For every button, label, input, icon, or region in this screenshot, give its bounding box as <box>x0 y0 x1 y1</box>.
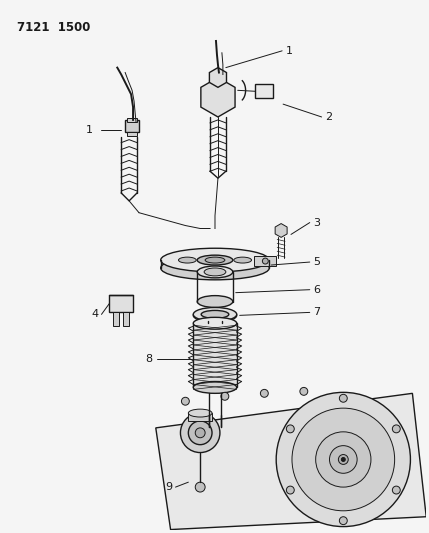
Circle shape <box>276 392 411 527</box>
Text: 7: 7 <box>313 308 320 317</box>
Text: 9: 9 <box>165 482 172 492</box>
Bar <box>254 256 276 266</box>
Text: 1: 1 <box>286 46 293 56</box>
Text: 4: 4 <box>91 309 98 319</box>
Circle shape <box>221 392 229 400</box>
Ellipse shape <box>193 382 237 393</box>
Circle shape <box>181 397 189 405</box>
Text: 2: 2 <box>325 112 332 122</box>
Circle shape <box>181 413 220 453</box>
Polygon shape <box>201 77 235 117</box>
Bar <box>193 323 237 387</box>
Polygon shape <box>275 223 287 237</box>
Bar <box>125 120 139 132</box>
Text: 6: 6 <box>313 285 320 295</box>
Circle shape <box>393 425 400 433</box>
Circle shape <box>195 428 205 438</box>
Circle shape <box>393 486 400 494</box>
Circle shape <box>292 408 395 511</box>
Polygon shape <box>209 68 227 87</box>
Circle shape <box>263 258 268 264</box>
Polygon shape <box>156 393 426 530</box>
Ellipse shape <box>201 310 229 318</box>
Ellipse shape <box>178 257 196 263</box>
Circle shape <box>300 387 308 395</box>
Ellipse shape <box>188 409 212 417</box>
Ellipse shape <box>205 257 225 263</box>
Ellipse shape <box>204 268 226 276</box>
Circle shape <box>329 446 357 473</box>
Text: 3: 3 <box>313 217 320 228</box>
Circle shape <box>338 455 348 464</box>
Circle shape <box>188 421 212 445</box>
Bar <box>127 132 137 136</box>
Text: 1: 1 <box>86 125 93 135</box>
Text: 8: 8 <box>145 354 152 364</box>
Bar <box>109 295 133 312</box>
Bar <box>255 84 273 98</box>
Circle shape <box>341 457 345 462</box>
Ellipse shape <box>193 308 237 321</box>
Ellipse shape <box>161 256 269 280</box>
Ellipse shape <box>197 255 233 265</box>
Circle shape <box>339 394 347 402</box>
Circle shape <box>287 425 294 433</box>
Ellipse shape <box>197 266 233 278</box>
Circle shape <box>287 486 294 494</box>
Ellipse shape <box>193 309 237 322</box>
Circle shape <box>316 432 371 487</box>
Circle shape <box>260 390 268 397</box>
Circle shape <box>195 482 205 492</box>
Ellipse shape <box>234 257 251 263</box>
Ellipse shape <box>193 317 237 329</box>
Ellipse shape <box>161 248 269 272</box>
Circle shape <box>339 516 347 524</box>
Bar <box>188 413 212 421</box>
Ellipse shape <box>197 296 233 308</box>
Bar <box>123 312 129 326</box>
Bar <box>113 312 119 326</box>
Text: 7121  1500: 7121 1500 <box>17 21 90 34</box>
Text: 5: 5 <box>313 257 320 267</box>
Ellipse shape <box>209 424 221 430</box>
Bar <box>127 118 137 122</box>
